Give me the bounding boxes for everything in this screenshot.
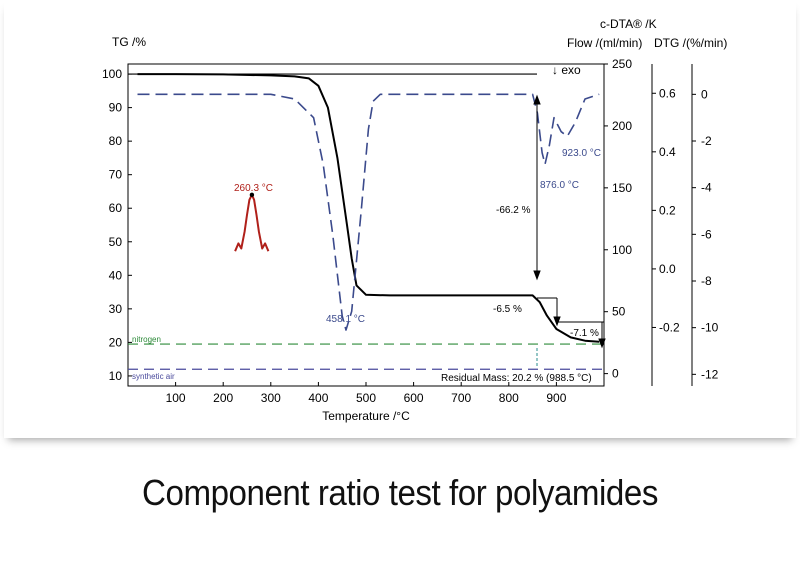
dtg-tick-label: -6 bbox=[701, 227, 712, 241]
dtg-axis-title: DTG /(%/min) bbox=[654, 36, 727, 50]
tg-tick-label: 60 bbox=[109, 201, 123, 215]
dta-tick-label: 0 bbox=[612, 367, 619, 381]
figure-card: 100 200 300 400 500 600 700 800 900 10 20 30 40 50 60… bbox=[4, 0, 796, 438]
tg-tick-label: 40 bbox=[109, 268, 123, 282]
gas-lines bbox=[128, 343, 604, 370]
x-tick-label: 700 bbox=[451, 391, 471, 405]
tga-chart: 100 200 300 400 500 600 700 800 900 102030405060… bbox=[102, 17, 727, 423]
flow-tick-label: 0.0 bbox=[659, 262, 676, 276]
dta-peak-marker bbox=[249, 192, 255, 198]
tg-tick-label: 50 bbox=[109, 235, 123, 249]
peak-dta-label: 260.3 °C bbox=[234, 183, 273, 194]
gas-label-synthetic-air: synthetic air bbox=[132, 372, 175, 381]
step-2-arrow-head bbox=[553, 316, 561, 327]
tg-tick-label: 70 bbox=[109, 168, 123, 182]
flow-tick-label: 0.4 bbox=[659, 145, 676, 159]
peak-dtg-1-label: 458.1 °C bbox=[326, 314, 365, 325]
flow-axis-title: Flow /(ml/min) bbox=[567, 36, 642, 50]
series-line-2 bbox=[234, 193, 270, 252]
series-line-0 bbox=[137, 73, 600, 343]
mass-step-3-label: -7.1 % bbox=[570, 328, 599, 339]
series-lines bbox=[128, 73, 600, 343]
tg-tick-label: 90 bbox=[109, 101, 123, 115]
x-tick-label: 800 bbox=[499, 391, 519, 405]
dtg-tick-label: 0 bbox=[701, 87, 708, 101]
flow-tick-label: -0.2 bbox=[659, 320, 680, 334]
mass-step-1-label: -66.2 % bbox=[496, 205, 531, 216]
mass-step-markers bbox=[533, 94, 606, 368]
dtg-tick-label: -8 bbox=[701, 274, 712, 288]
dta-axis-ticks: 0 50 100 150 200 250 bbox=[604, 57, 632, 381]
x-tick-label: 600 bbox=[404, 391, 424, 405]
tg-tick-label: 80 bbox=[109, 134, 123, 148]
residual-mass-label: Residual Mass: 20.2 % (988.5 °C) bbox=[441, 373, 592, 384]
dta-tick-label: 150 bbox=[612, 181, 632, 195]
x-tick-label: 500 bbox=[356, 391, 376, 405]
peak-dtg-3-label: 923.0 °C bbox=[562, 148, 601, 159]
dta-axis-title: c-DTA® /K bbox=[600, 17, 657, 31]
x-tick-label: 400 bbox=[308, 391, 328, 405]
figure-caption: Component ratio test for polyamides bbox=[142, 472, 658, 513]
tg-tick-label: 100 bbox=[102, 67, 122, 81]
flow-axis-ticks: 0.6 0.4 0.2 0.0 -0.2 bbox=[652, 86, 680, 334]
flow-tick-label: 0.2 bbox=[659, 203, 676, 217]
dtg-axis-ticks: 0 -2 -4 -6 -8 -10 -12 bbox=[692, 87, 719, 381]
dtg-tick-label: -12 bbox=[701, 367, 719, 381]
tg-tick-label: 20 bbox=[109, 335, 123, 349]
x-tick-label: 300 bbox=[261, 391, 281, 405]
step-1-arrow-head-top bbox=[533, 94, 541, 105]
exo-label: ↓ exo bbox=[552, 63, 581, 77]
mass-step-2-label: -6.5 % bbox=[493, 304, 522, 315]
plot-frame bbox=[127, 63, 605, 387]
tg-tick-label: 10 bbox=[109, 369, 123, 383]
dtg-tick-label: -4 bbox=[701, 181, 712, 195]
step-3-arrow-head bbox=[598, 338, 606, 349]
tg-axis-title: TG /% bbox=[112, 35, 146, 49]
series-line-1 bbox=[137, 93, 600, 331]
dta-tick-label: 200 bbox=[612, 119, 632, 133]
x-tick-label: 900 bbox=[546, 391, 566, 405]
step-1-arrow-head-bottom bbox=[533, 270, 541, 281]
x-axis-ticks: 100 200 300 400 500 600 700 800 900 bbox=[166, 382, 567, 405]
dtg-tick-label: -2 bbox=[701, 134, 712, 148]
tg-axis-ticks: 10 20 30 40 50 60 70 80 90 100 bbox=[102, 67, 132, 383]
flow-tick-label: 0.6 bbox=[659, 86, 676, 100]
x-tick-label: 100 bbox=[166, 391, 186, 405]
gas-label-nitrogen: nitrogen bbox=[132, 335, 161, 344]
dta-tick-label: 50 bbox=[612, 305, 626, 319]
x-tick-label: 200 bbox=[213, 391, 233, 405]
x-axis-title: Temperature /°C bbox=[322, 409, 410, 423]
peak-dtg-2-label: 876.0 °C bbox=[540, 180, 579, 191]
tg-tick-label: 30 bbox=[109, 302, 123, 316]
dtg-tick-label: -10 bbox=[701, 321, 719, 335]
dta-tick-label: 250 bbox=[612, 57, 632, 71]
dta-tick-label: 100 bbox=[612, 243, 632, 257]
